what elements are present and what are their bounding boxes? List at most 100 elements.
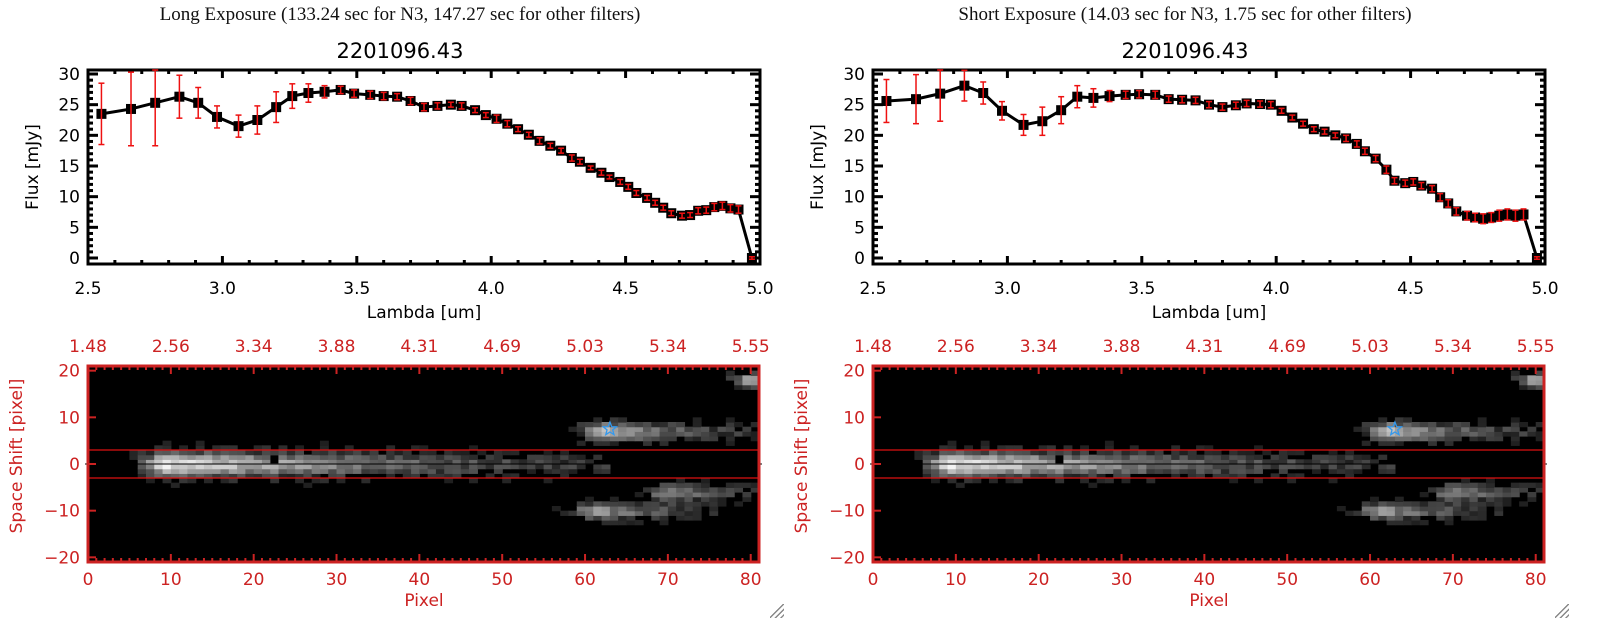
image-pixel — [947, 440, 957, 446]
image-pixel — [344, 450, 354, 456]
image-pixel — [1055, 464, 1065, 470]
y-tick-label: −10 — [44, 502, 80, 522]
image-pixel — [626, 422, 636, 428]
image-pixel — [1461, 426, 1471, 432]
top-x-tick-label: 4.31 — [1185, 337, 1223, 357]
image-pixel — [955, 454, 965, 460]
image-pixel — [527, 468, 536, 474]
x-tick-label: 50 — [1276, 570, 1298, 590]
image-pixel — [560, 464, 570, 470]
image-pixel — [725, 375, 735, 381]
image-pixel — [701, 478, 710, 484]
image-pixel — [1046, 454, 1056, 460]
image-pixel — [1519, 375, 1529, 381]
image-pixel — [980, 464, 990, 470]
image-pixel — [543, 459, 553, 465]
image-pixel — [1477, 431, 1487, 437]
image-pixel — [980, 440, 990, 446]
image-pixel — [947, 473, 957, 479]
image-pixel — [452, 459, 462, 465]
image-pixel — [220, 468, 230, 474]
image-pixel — [170, 468, 180, 474]
image-pixel — [1486, 496, 1495, 502]
image-pixel — [311, 454, 321, 460]
image-pixel — [295, 445, 304, 451]
image-pixel — [1510, 426, 1520, 432]
x-tick-label: 3.5 — [343, 279, 370, 299]
image-pixel — [980, 468, 990, 474]
image-pixel — [742, 482, 752, 488]
resize-grip-icon[interactable] — [770, 604, 784, 618]
image-pixel — [593, 501, 603, 507]
image-pixel — [386, 464, 396, 470]
image-pixel — [634, 520, 644, 526]
target-marker — [270, 455, 279, 464]
image-pixel — [203, 459, 213, 465]
image-pixel — [1179, 464, 1189, 470]
image-pixel — [1527, 375, 1537, 381]
image-pixel — [1386, 468, 1396, 474]
image-pixel — [1104, 459, 1114, 465]
image-pixel — [1411, 515, 1421, 521]
image-pixel — [286, 464, 296, 470]
image-pixel — [1088, 468, 1098, 474]
image-pixel — [1386, 501, 1396, 507]
image-pixel — [1535, 431, 1545, 437]
image-pixel — [154, 473, 164, 479]
image-pixel — [1287, 473, 1297, 479]
image-pixel — [245, 468, 255, 474]
x-tick-label: 80 — [740, 570, 762, 590]
image-pixel — [535, 459, 545, 465]
image-pixel — [643, 501, 652, 507]
image-pixel — [295, 473, 304, 479]
image-pixel — [1353, 426, 1363, 432]
image-pixel — [319, 478, 329, 484]
image-pixel — [1113, 473, 1123, 479]
image-pixel — [1080, 468, 1089, 474]
image-pixel — [543, 450, 553, 456]
top-x-tick-label: 2.56 — [937, 337, 975, 357]
image-pixel — [609, 506, 619, 512]
image-pixel — [684, 496, 694, 502]
x-tick-label: 10 — [160, 570, 182, 590]
image-pixel — [1212, 459, 1222, 465]
image-pixel — [212, 445, 222, 451]
image-pixel — [1519, 422, 1529, 428]
image-pixel — [601, 520, 611, 526]
image-pixel — [1361, 459, 1371, 465]
image-pixel — [311, 468, 321, 474]
y-tick-label: −20 — [44, 548, 80, 568]
image-pixel — [394, 468, 404, 474]
x-tick-label: 0 — [868, 570, 879, 590]
image-pixel — [1486, 501, 1495, 507]
image-pixel — [460, 464, 470, 470]
image-pixel — [361, 450, 371, 456]
image-pixel — [593, 426, 603, 432]
image-pixel — [1428, 506, 1437, 512]
image-pixel — [585, 426, 594, 432]
image-pixel — [643, 431, 652, 437]
image-pixel — [725, 422, 735, 428]
image-pixel — [601, 440, 611, 446]
image-pixel — [411, 445, 420, 451]
image-pixel — [568, 454, 578, 460]
image-pixel — [1535, 370, 1545, 376]
image-pixel — [129, 454, 139, 460]
image-pixel — [344, 454, 354, 460]
image-pixel — [228, 459, 238, 465]
image-pixel — [1196, 473, 1205, 479]
image-pixel — [510, 459, 520, 465]
image-pixel — [1204, 445, 1214, 451]
image-pixel — [1096, 468, 1106, 474]
image-pixel — [972, 459, 982, 465]
image-pixel — [137, 450, 147, 456]
image-pixel — [1444, 496, 1454, 502]
image-pixel — [618, 510, 628, 516]
resize-grip-icon[interactable] — [1555, 604, 1569, 618]
image-pixel — [278, 459, 288, 465]
image-pixel — [988, 450, 998, 456]
image-pixel — [676, 426, 686, 432]
image-pixel — [245, 473, 255, 479]
top-x-tick-label: 5.03 — [566, 337, 604, 357]
image-pixel — [1254, 454, 1263, 460]
